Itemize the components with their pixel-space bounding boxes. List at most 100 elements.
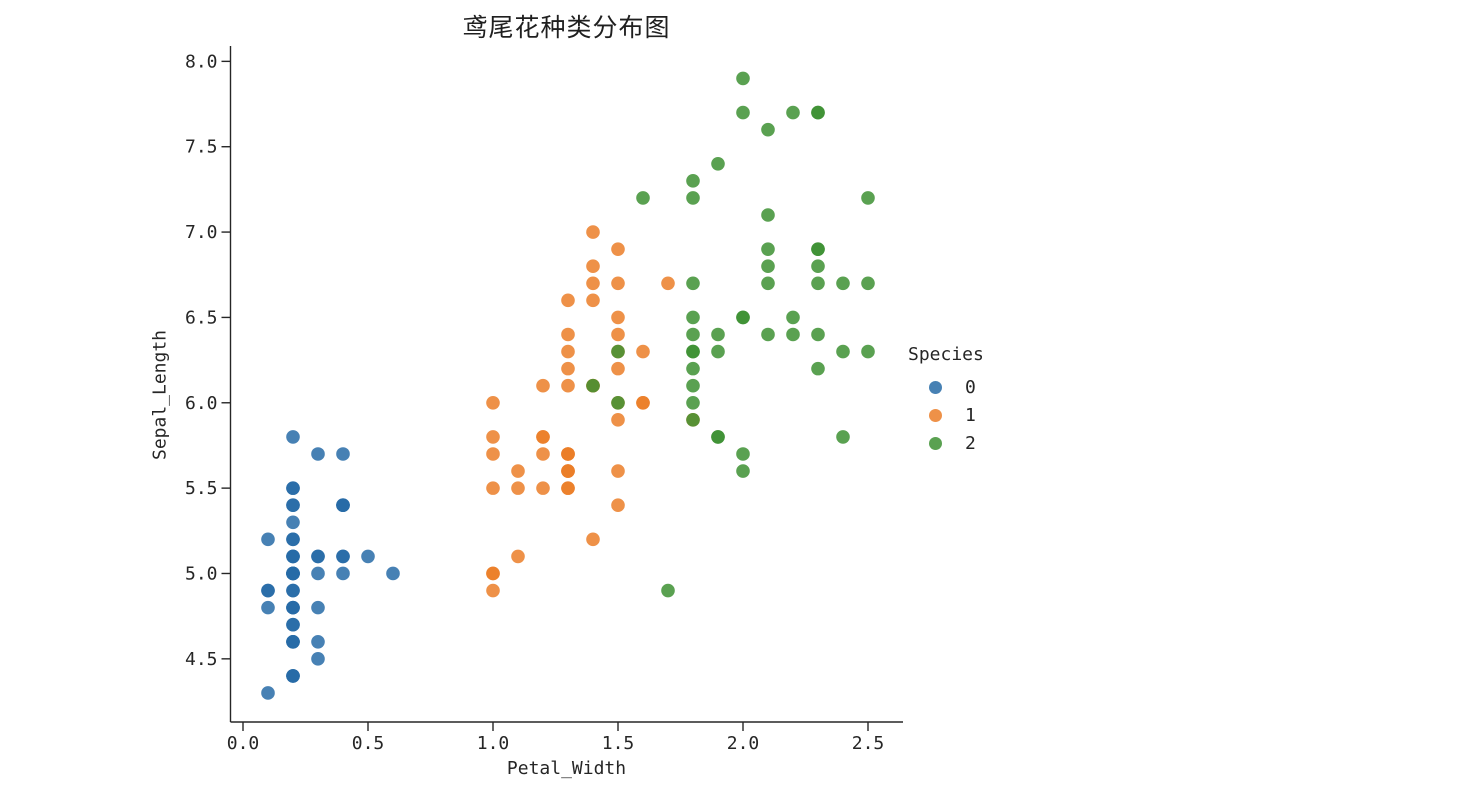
data-point [286, 532, 300, 547]
data-point [286, 617, 300, 632]
y-tick-label: 5.5 [185, 478, 218, 499]
data-point [586, 293, 600, 308]
data-point [836, 344, 850, 359]
x-tick-label: 0.5 [352, 733, 385, 754]
data-point [286, 600, 300, 615]
data-point [336, 498, 350, 513]
legend-swatch-icon [929, 380, 942, 394]
data-point [261, 532, 275, 547]
data-point [586, 378, 600, 393]
data-point [511, 481, 525, 495]
data-point [561, 361, 575, 376]
data-point [736, 447, 750, 461]
data-point [686, 395, 700, 410]
data-point [561, 481, 575, 495]
data-point [686, 361, 700, 376]
data-point [861, 344, 875, 359]
series-1-points [486, 225, 700, 598]
data-point [536, 430, 550, 444]
legend-swatch-icon [929, 408, 942, 422]
data-point [786, 310, 800, 325]
y-tick-label: 8.0 [185, 51, 218, 72]
y-tick-label: 6.0 [185, 393, 218, 414]
data-point [311, 549, 325, 564]
data-point [836, 276, 850, 291]
y-tick-label: 4.5 [185, 649, 218, 670]
data-point [561, 327, 575, 342]
data-point [286, 583, 300, 598]
data-point [486, 395, 500, 410]
data-point [711, 344, 725, 359]
legend-row: 0 [908, 373, 984, 401]
x-tick-label: 1.5 [602, 733, 635, 754]
data-point [586, 276, 600, 291]
data-point [686, 413, 700, 427]
data-point [611, 361, 625, 376]
data-point [486, 481, 500, 495]
chart-title: 鸢尾花种类分布图 [462, 13, 671, 42]
data-point [736, 310, 750, 325]
data-point [811, 361, 825, 376]
data-point [286, 481, 300, 495]
data-point [286, 669, 300, 683]
data-point [711, 156, 725, 171]
data-point [861, 276, 875, 291]
data-point [586, 225, 600, 239]
data-point [286, 515, 300, 530]
data-point [711, 327, 725, 342]
y-axis-label: Sepal_Length [149, 329, 171, 461]
data-point [686, 344, 700, 359]
data-point [736, 464, 750, 478]
data-point [811, 276, 825, 291]
series-0-points [261, 430, 400, 700]
data-point [611, 464, 625, 478]
data-point [336, 549, 350, 564]
y-tick-label: 5.0 [185, 563, 218, 584]
data-point [861, 191, 875, 205]
legend-swatch-icon [929, 436, 942, 450]
data-point [386, 566, 400, 581]
data-point [611, 242, 625, 256]
data-point [561, 344, 575, 359]
data-point [811, 242, 825, 256]
data-point [536, 378, 550, 393]
legend-row: 1 [908, 401, 984, 429]
data-point [286, 634, 300, 649]
data-point [686, 327, 700, 342]
data-point [286, 566, 300, 581]
data-point [686, 310, 700, 325]
data-point [561, 464, 575, 478]
data-point [286, 430, 300, 444]
data-point [761, 208, 775, 222]
data-point [636, 344, 650, 359]
x-axis-label: Petal_Width [506, 758, 627, 779]
data-point [661, 276, 675, 291]
data-point [336, 447, 350, 461]
legend-entry-label: 1 [965, 404, 976, 426]
x-tick-label: 2.0 [727, 733, 760, 754]
data-point [361, 549, 375, 564]
y-tick-label: 6.5 [185, 307, 218, 328]
x-tick-label: 0.0 [227, 733, 260, 754]
y-tick-label: 7.5 [185, 137, 218, 158]
data-point [286, 549, 300, 564]
data-point [761, 327, 775, 342]
legend-title: Species [908, 344, 984, 365]
data-point [261, 600, 275, 615]
legend: Species 0 1 2 [908, 344, 984, 457]
data-point [661, 583, 675, 598]
data-point [736, 71, 750, 86]
x-axis-ticks: 0.0 0.5 1.0 1.5 2.0 2.5 [227, 722, 885, 754]
data-point [561, 447, 575, 461]
data-point [311, 652, 325, 666]
x-tick-label: 2.5 [852, 733, 885, 754]
data-point [786, 327, 800, 342]
data-point [611, 276, 625, 291]
data-point [261, 583, 275, 598]
data-point [311, 634, 325, 649]
data-point [586, 532, 600, 547]
data-point [611, 310, 625, 325]
x-tick-label: 1.0 [477, 733, 510, 754]
data-point [311, 566, 325, 581]
